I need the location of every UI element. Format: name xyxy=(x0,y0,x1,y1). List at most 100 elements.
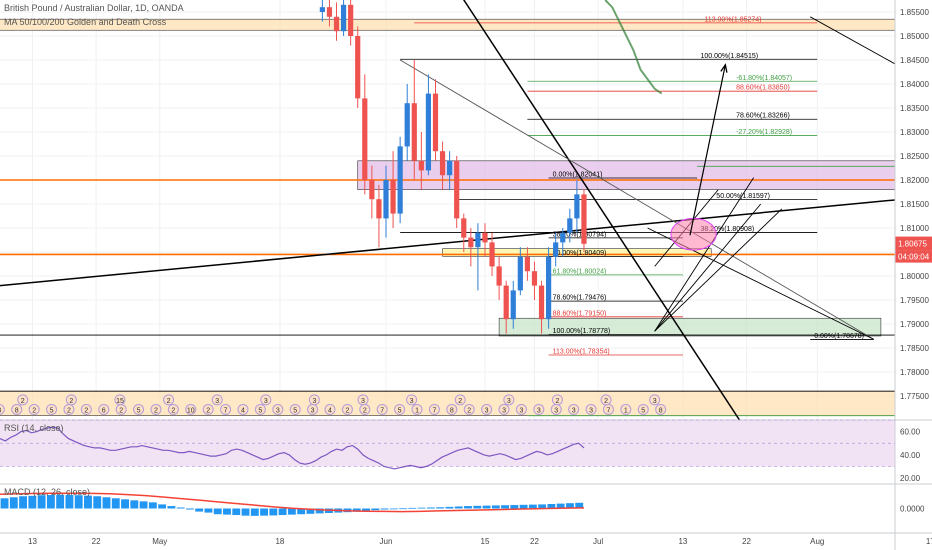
fib-level-label: 50.00%(1.81597) xyxy=(716,193,770,200)
price-tick-label: 1.79000 xyxy=(900,320,929,329)
candle-body xyxy=(546,256,552,320)
macd-histogram-bar xyxy=(56,494,65,509)
candle-body xyxy=(468,237,474,248)
event-marker-count: 3 xyxy=(485,407,489,414)
time-tick-label: 22 xyxy=(92,537,101,546)
event-marker-count: 2 xyxy=(154,407,158,414)
event-marker xyxy=(602,403,614,415)
macd-histogram-bar xyxy=(19,496,28,509)
macd-histogram-bar xyxy=(566,503,574,509)
candle-body xyxy=(425,93,432,171)
event-marker-count: 7 xyxy=(432,407,436,414)
event-marker-count: 5 xyxy=(398,407,402,414)
candle-body xyxy=(390,180,396,214)
macd-histogram-bar xyxy=(84,495,92,509)
price-pane: 113.00%(1.85274) 100.00%(1.84515) -61.80%(… xyxy=(0,0,895,420)
macd-histogram-bar xyxy=(102,497,111,509)
macd-histogram-bar xyxy=(46,495,55,509)
current-price-tag xyxy=(895,236,932,251)
macd-histogram-bar xyxy=(111,498,120,509)
event-marker xyxy=(503,394,515,406)
fib-level-label: 38.20%(1.80908) xyxy=(700,226,754,233)
event-marker xyxy=(411,403,423,415)
event-marker-count: 8 xyxy=(450,407,454,414)
macd-signal-line xyxy=(0,492,585,513)
event-marker-count: 3 xyxy=(589,407,593,414)
candle-body xyxy=(496,266,502,286)
macd-histogram-bar xyxy=(315,508,324,514)
macd-histogram-bar xyxy=(371,508,380,511)
fib-level-label: 113.00%(1.85274) xyxy=(704,16,761,23)
candle-body xyxy=(355,36,361,99)
event-marker xyxy=(46,403,58,415)
event-marker xyxy=(254,403,266,415)
macd-histogram-bar xyxy=(185,508,194,510)
event-marker-count: 3 xyxy=(519,407,523,414)
price-tick-label: 1.77500 xyxy=(900,392,929,401)
macd-histogram-bar xyxy=(232,508,241,516)
event-marker-count: 3 xyxy=(653,398,657,405)
macd-histogram-bar xyxy=(501,505,510,509)
time-tick-label: May xyxy=(152,537,167,546)
price-tick-label: 1.81500 xyxy=(900,200,929,209)
descending-channel-line xyxy=(399,59,875,340)
event-marker xyxy=(428,403,440,415)
macd-histogram-bar xyxy=(148,502,157,509)
event-marker-count: 3 xyxy=(410,398,414,405)
rsi-title: RSI (14, close) xyxy=(4,423,64,433)
macd-histogram-bar xyxy=(362,508,370,511)
event-marker xyxy=(568,403,580,415)
event-marker xyxy=(454,394,466,406)
event-marker xyxy=(637,403,649,415)
macd-histogram-bar xyxy=(65,495,74,509)
candle-body xyxy=(362,98,368,180)
time-tick-label: 13 xyxy=(28,537,37,546)
macd-histogram-bar xyxy=(575,502,584,509)
event-marker-count: 2 xyxy=(69,398,73,405)
rsi-tick-label: 40.00 xyxy=(900,451,921,460)
event-marker-count: 5 xyxy=(50,407,54,414)
macd-histogram-bar xyxy=(510,505,519,509)
event-marker xyxy=(446,403,458,415)
price-tick-label: 1.82500 xyxy=(900,152,929,161)
event-marker-count: 6 xyxy=(102,407,106,414)
macd-histogram-bar xyxy=(454,506,463,509)
macd-histogram-bar xyxy=(519,504,528,509)
fib-level-label: 88.60%(1.83850) xyxy=(736,85,790,92)
macd-histogram-bar xyxy=(556,503,565,509)
macd-histogram-bar xyxy=(528,504,537,509)
time-tick-label: 22 xyxy=(530,537,539,546)
event-marker-count: 7 xyxy=(380,407,384,414)
countdown-tag xyxy=(895,250,932,263)
candle-body xyxy=(475,232,481,248)
candle-body xyxy=(517,256,523,291)
candle-body xyxy=(574,194,580,219)
pitchfork-lower-tine xyxy=(654,208,783,332)
event-marker-count: 3 xyxy=(361,398,365,405)
fib-level-label: 0.00%(1.82041) xyxy=(553,172,603,179)
event-marker xyxy=(133,403,145,415)
event-marker-count: 2 xyxy=(84,407,88,414)
event-marker xyxy=(394,403,406,415)
macd-histogram-bar xyxy=(464,506,472,509)
steep-descending-trendline xyxy=(462,0,741,420)
candle-body xyxy=(447,160,453,176)
event-marker xyxy=(649,394,661,406)
macd-histogram-bar xyxy=(167,506,176,509)
candle-body xyxy=(418,160,424,171)
event-marker-count: 3 xyxy=(215,398,219,405)
macd-histogram-bar xyxy=(130,500,139,509)
event-marker-count: 5 xyxy=(137,407,141,414)
event-marker-count: 4 xyxy=(328,407,332,414)
event-marker xyxy=(341,403,353,415)
candle-body xyxy=(553,242,559,257)
fib-level-label: -27.20%(1.82928) xyxy=(736,129,792,136)
event-marker xyxy=(620,403,632,415)
macd-title: MACD (12, 26, close) xyxy=(4,487,90,497)
highlight-ellipse xyxy=(670,217,717,251)
macd-histogram-bar xyxy=(195,508,204,512)
event-marker-count: 2 xyxy=(119,407,123,414)
candle-body xyxy=(482,232,488,243)
macd-histogram-bar xyxy=(399,508,408,510)
event-marker xyxy=(481,403,493,415)
